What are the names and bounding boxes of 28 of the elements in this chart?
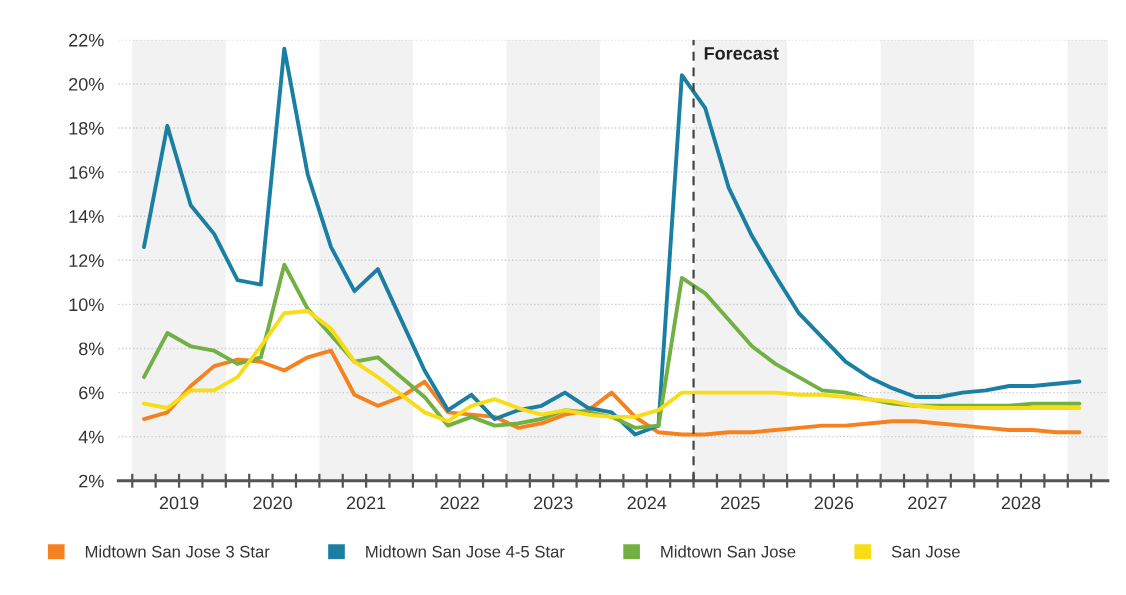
y-tick-label: 16% xyxy=(69,166,104,179)
line-series xyxy=(142,46,1082,437)
y-tick-label: 14% xyxy=(69,210,104,223)
y-tick-label: 8% xyxy=(79,342,104,356)
legend-label: San Jose xyxy=(891,545,960,558)
y-tick-label: 22% xyxy=(69,33,104,47)
y-tick-label: 20% xyxy=(69,77,104,91)
x-tick-label: 2023 xyxy=(534,496,573,510)
legend-label: Midtown San Jose xyxy=(661,545,796,558)
ref-line-label: Forecast xyxy=(704,47,779,60)
y-tick-label: 2% xyxy=(79,474,104,488)
line-series xyxy=(142,309,1082,424)
x-tick-label: 2020 xyxy=(253,496,292,510)
x-tick-label: 2028 xyxy=(1001,496,1041,510)
x-tick-label: 2026 xyxy=(814,496,854,510)
y-tick-label: 18% xyxy=(69,121,104,135)
y-tick-label: 6% xyxy=(79,386,104,400)
legend-label: Midtown San Jose 4-5 Star xyxy=(366,545,565,558)
y-tick-label: 12% xyxy=(69,254,104,267)
x-tick-label: 2024 xyxy=(627,496,667,510)
x-tick-label: 2021 xyxy=(346,496,386,510)
legend-label: Midtown San Jose 3 Star xyxy=(85,545,270,558)
x-tick-label: 2025 xyxy=(721,496,760,510)
y-tick-label: 10% xyxy=(69,298,104,312)
x-tick-label: 2027 xyxy=(908,496,947,510)
x-tick-label: 2022 xyxy=(440,496,479,510)
x-tick-label: 2019 xyxy=(159,496,199,510)
y-tick-label: 4% xyxy=(78,430,104,444)
